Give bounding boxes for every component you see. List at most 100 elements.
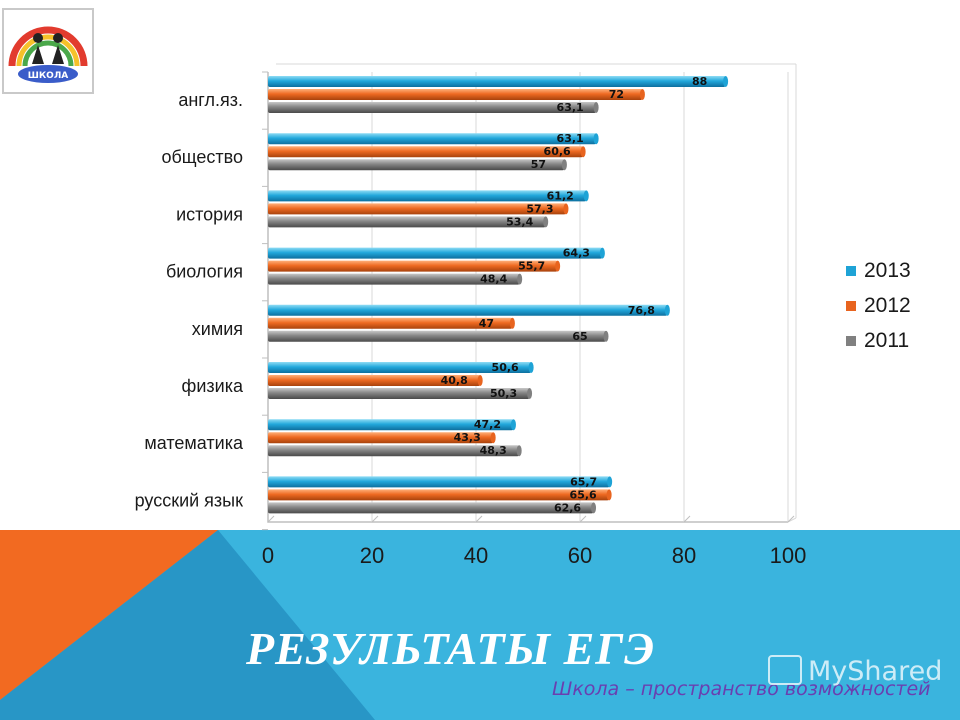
bar-cap — [490, 432, 496, 444]
bar-chart: 0 20 40 60 80 100 англ.яз. 88 72 63,1 общество 63,1… — [135, 63, 911, 568]
footer-band-dark — [0, 530, 375, 720]
data-label: 64,3 — [563, 247, 590, 260]
data-label: 48,4 — [480, 273, 507, 286]
bar-2013 — [268, 362, 532, 373]
bar-2013 — [268, 476, 610, 488]
bar-2012 — [268, 89, 643, 100]
bar-cap — [607, 476, 613, 488]
data-label: 62,6 — [554, 501, 581, 514]
slide-subtitle: Школа – пространство возможностей — [552, 678, 931, 700]
watermark: MyShared — [768, 655, 942, 687]
data-label: 48,3 — [480, 444, 507, 457]
data-label: 57,3 — [526, 202, 553, 215]
bar-cap — [723, 76, 729, 87]
bar-2011 — [268, 273, 520, 285]
watermark-text: MyShared — [808, 656, 943, 687]
bar-cap — [528, 362, 534, 373]
bar-cap — [639, 89, 645, 100]
bar-2013 — [268, 76, 726, 87]
bar-2011 — [268, 502, 594, 514]
bar-2011 — [268, 159, 565, 171]
bar-cap — [603, 330, 609, 342]
bar-cap — [593, 133, 599, 145]
bar-cap — [509, 317, 515, 329]
bar-cap — [664, 304, 670, 316]
data-label: 60,6 — [544, 145, 571, 158]
data-label: 63,1 — [557, 132, 584, 145]
bar-2011 — [268, 102, 597, 113]
bar-2012 — [268, 375, 481, 386]
data-label: 65 — [572, 330, 587, 343]
bar-cap — [477, 375, 483, 386]
data-label: 63,1 — [557, 101, 584, 114]
x-tick-mark — [371, 515, 379, 523]
data-label: 47,2 — [474, 418, 501, 431]
x-tick-label: 100 — [770, 543, 807, 568]
category-label: химия — [192, 319, 243, 339]
category-label: история — [176, 204, 243, 224]
bar-cap — [527, 388, 533, 399]
data-label: 53,4 — [506, 215, 533, 228]
bar-cap — [555, 260, 561, 272]
bar-2013 — [268, 247, 603, 259]
data-label: 65,6 — [570, 488, 597, 501]
legend-label: 2013 — [864, 259, 911, 282]
slide-title: РЕЗУЛЬТАТЫ ЕГЭ — [246, 623, 656, 674]
category-label: общество — [161, 147, 243, 167]
x-tick-mark — [475, 515, 483, 523]
bar-2013 — [268, 190, 587, 202]
legend-label: 2011 — [864, 329, 909, 352]
data-label: 76,8 — [628, 304, 655, 317]
bar-2012 — [268, 317, 513, 329]
category-label: физика — [182, 376, 244, 396]
legend-swatch-2013 — [846, 266, 856, 276]
bar-cap — [593, 102, 599, 113]
data-label: 88 — [692, 75, 707, 88]
x-tick-label: 60 — [568, 543, 592, 568]
bar-2012 — [268, 146, 584, 158]
bar-cap — [517, 273, 523, 285]
x-tick-mark — [267, 515, 275, 523]
bar-cap — [516, 445, 522, 457]
data-label: 50,6 — [492, 361, 519, 374]
data-label: 57 — [531, 158, 546, 171]
x-tick-label: 80 — [672, 543, 696, 568]
bar-2013 — [268, 304, 668, 316]
data-label: 47 — [479, 317, 494, 330]
data-label: 61,2 — [547, 189, 574, 202]
data-label: 43,3 — [454, 431, 481, 444]
data-label: 65,7 — [570, 475, 597, 488]
bar-2012 — [268, 203, 566, 215]
x-tick-mark — [579, 515, 587, 523]
category-label: математика — [144, 433, 244, 453]
x-tick-label: 0 — [262, 543, 274, 568]
bar-cap — [580, 146, 586, 158]
bar-cap — [561, 159, 567, 171]
category-label: англ.яз. — [178, 90, 243, 110]
watermark-icon — [768, 655, 802, 685]
bar-2011 — [268, 216, 546, 228]
data-label: 72 — [609, 88, 624, 101]
bar-cap — [510, 419, 516, 431]
data-label: 40,8 — [441, 374, 468, 387]
legend-swatch-2011 — [846, 336, 856, 346]
legend-label: 2012 — [864, 294, 911, 317]
x-tick-mark — [787, 515, 795, 523]
legend-swatch-2012 — [846, 301, 856, 311]
bar-cap — [543, 216, 549, 228]
bar-2011 — [268, 388, 530, 399]
bar-cap — [583, 190, 589, 202]
bar-2012 — [268, 260, 558, 272]
x-tick-label: 20 — [360, 543, 384, 568]
bar-cap — [599, 247, 605, 259]
logo-text: ШКОЛА — [28, 71, 69, 81]
bar-cap — [606, 489, 612, 501]
bar-2011 — [268, 330, 606, 342]
bar-2013 — [268, 133, 597, 145]
category-label: русский язык — [135, 490, 244, 510]
data-label: 55,7 — [518, 260, 545, 273]
school-logo: ШКОЛА — [2, 8, 94, 94]
data-label: 50,3 — [490, 387, 517, 400]
bar-cap — [563, 203, 569, 215]
